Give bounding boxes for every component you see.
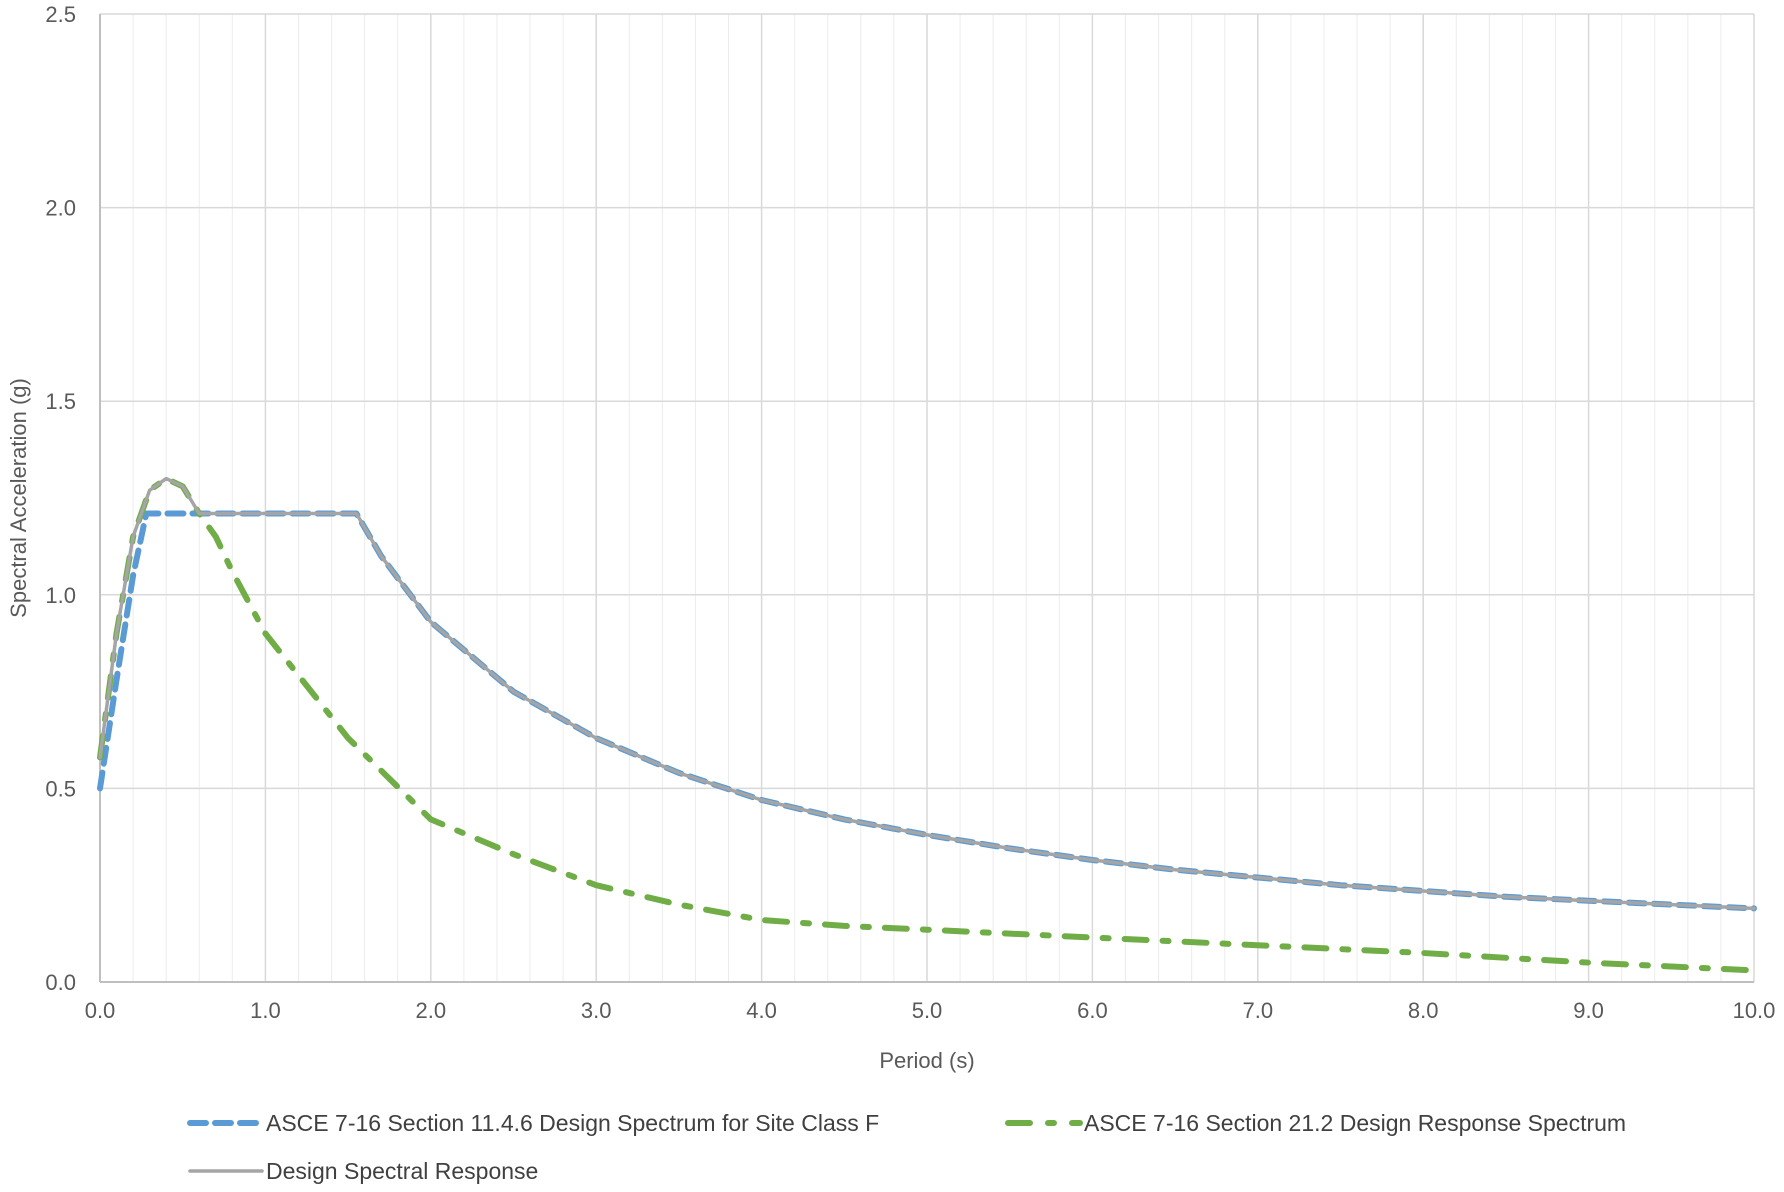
x-tick-label: 10.0 xyxy=(1733,998,1776,1023)
y-tick-label: 1.5 xyxy=(45,389,76,414)
series-line-3 xyxy=(98,476,1756,911)
legend-label-2: ASCE 7-16 Section 21.2 Design Response S… xyxy=(1084,1110,1626,1136)
legend: ASCE 7-16 Section 11.4.6 Design Spectrum… xyxy=(187,1110,1626,1184)
x-tick-label: 2.0 xyxy=(416,998,447,1023)
x-tick-label: 7.0 xyxy=(1243,998,1274,1023)
y-tick-label: 1.0 xyxy=(45,583,76,608)
y-tick-label: 0.5 xyxy=(45,776,76,801)
tick-labels: 0.0 1.0 2.0 3.0 4.0 5.0 6.0 7.0 8.0 9.0 10.0 0.0 0.5… xyxy=(45,2,1775,1023)
series-lines xyxy=(97,475,1757,974)
axes xyxy=(99,14,1754,983)
legend-label-1: ASCE 7-16 Section 11.4.6 Design Spectrum… xyxy=(266,1110,879,1136)
y-axis-title: Spectral Acceleration (g) xyxy=(6,378,31,618)
y-tick-label: 2.5 xyxy=(45,2,76,27)
x-tick-label: 8.0 xyxy=(1408,998,1439,1023)
grid xyxy=(99,13,1755,983)
legend-label-3: Design Spectral Response xyxy=(266,1158,538,1184)
x-tick-label: 0.0 xyxy=(85,998,116,1023)
x-tick-label: 3.0 xyxy=(581,998,612,1023)
x-tick-label: 1.0 xyxy=(250,998,281,1023)
x-tick-label: 4.0 xyxy=(746,998,777,1023)
x-tick-label: 5.0 xyxy=(912,998,943,1023)
x-axis-title: Period (s) xyxy=(879,1048,974,1073)
y-tick-label: 2.0 xyxy=(45,196,76,221)
y-tick-label: 0.0 xyxy=(45,970,76,995)
x-tick-label: 6.0 xyxy=(1077,998,1108,1023)
x-tick-label: 9.0 xyxy=(1573,998,1604,1023)
